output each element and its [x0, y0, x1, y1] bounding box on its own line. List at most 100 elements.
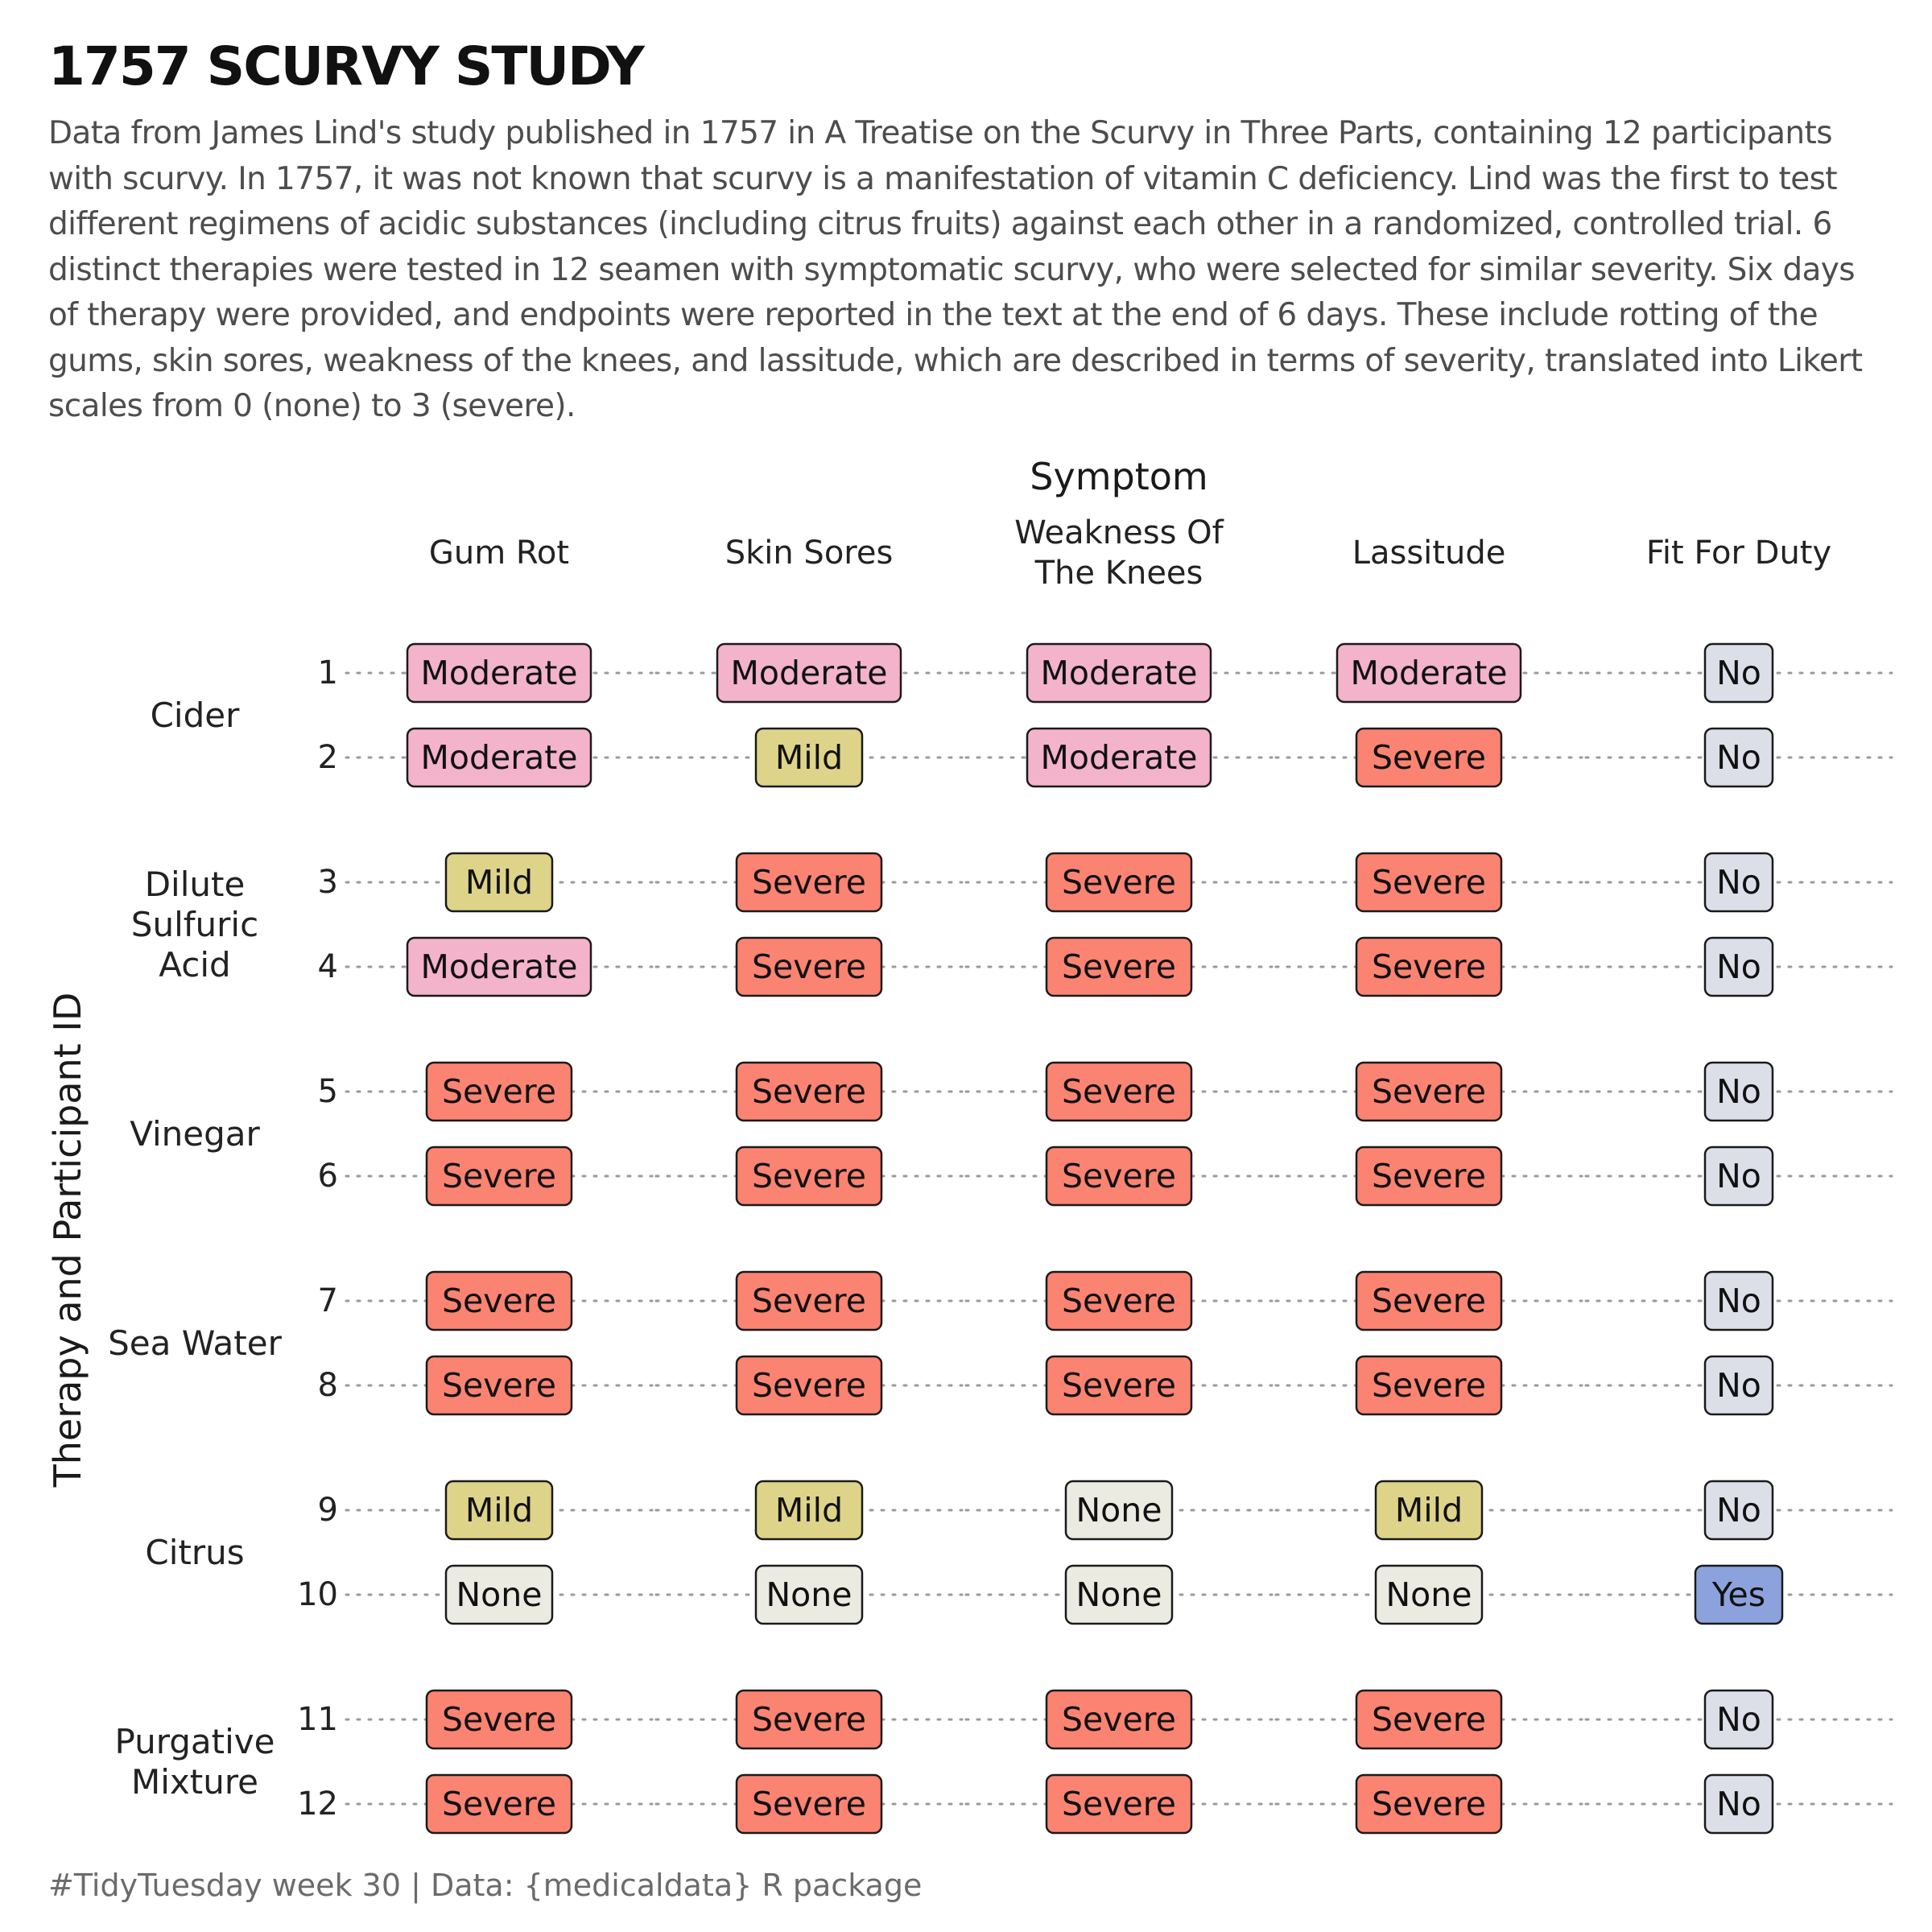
value-box-severe: [1355, 1689, 1503, 1750]
value-label-severe: Severe: [1062, 863, 1176, 902]
value-label-severe: Severe: [752, 1072, 866, 1111]
value-label-no: No: [1716, 738, 1761, 777]
value-label-moderate: Moderate: [421, 654, 578, 692]
participant-id-label: 8: [318, 1367, 338, 1404]
value-box-severe: [425, 1773, 573, 1835]
value-box-moderate: [406, 936, 592, 997]
participant-id-label: 2: [318, 739, 338, 776]
value-box-moderate: [1026, 642, 1212, 704]
value-label-severe: Severe: [752, 1785, 866, 1823]
value-box-severe: [735, 1061, 883, 1122]
value-box-severe: [735, 1355, 883, 1416]
value-label-severe: Severe: [1062, 1366, 1176, 1405]
value-label-severe: Severe: [442, 1157, 556, 1195]
value-label-severe: Severe: [1372, 1157, 1486, 1195]
value-box-mild: [444, 852, 554, 913]
value-box-moderate: [1026, 727, 1212, 788]
value-box-none: [1374, 1564, 1484, 1625]
value-label-severe: Severe: [1062, 1072, 1176, 1111]
value-box-severe: [1045, 1061, 1193, 1122]
value-label-moderate: Moderate: [421, 738, 578, 777]
value-box-severe: [735, 936, 883, 997]
value-box-mild: [1374, 1480, 1484, 1541]
value-box-moderate: [1335, 642, 1522, 704]
therapy-group-label: Citrus: [145, 1533, 244, 1572]
value-label-severe: Severe: [442, 1785, 556, 1823]
column-header-gum-rot: Gum Rot: [429, 535, 569, 572]
value-label-severe: Severe: [1062, 1282, 1176, 1320]
value-label-severe: Severe: [752, 1366, 866, 1405]
value-label-none: None: [1386, 1575, 1472, 1614]
therapy-group-label: Mixture: [131, 1762, 258, 1802]
value-box-mild: [754, 1480, 864, 1541]
value-label-moderate: Moderate: [731, 654, 888, 692]
value-box-no: [1703, 1480, 1774, 1541]
column-header-weakness-of-the-knees: Weakness Of: [1014, 514, 1224, 551]
value-box-severe: [1355, 936, 1503, 997]
therapy-group-label: Cider: [151, 696, 240, 735]
value-box-no: [1703, 1061, 1774, 1122]
value-box-moderate: [406, 727, 592, 788]
value-label-no: No: [1716, 1785, 1761, 1823]
value-box-none: [1064, 1480, 1174, 1541]
value-label-moderate: Moderate: [1351, 654, 1508, 692]
value-label-severe: Severe: [442, 1282, 556, 1320]
value-label-moderate: Moderate: [1041, 738, 1198, 777]
value-box-severe: [1355, 1773, 1503, 1835]
value-box-severe: [1355, 852, 1503, 913]
value-label-severe: Severe: [752, 863, 866, 902]
value-box-severe: [735, 1270, 883, 1331]
value-box-severe: [1045, 936, 1193, 997]
value-label-severe: Severe: [1372, 1700, 1486, 1739]
value-label-mild: Mild: [465, 863, 533, 902]
value-label-none: None: [1076, 1575, 1162, 1614]
value-box-severe: [735, 1689, 883, 1750]
value-box-mild: [444, 1480, 554, 1541]
value-label-severe: Severe: [442, 1366, 556, 1405]
value-box-none: [444, 1564, 554, 1625]
value-box-severe: [1045, 852, 1193, 913]
value-box-no: [1703, 852, 1774, 913]
value-label-no: No: [1716, 654, 1761, 692]
column-header-skin-sores: Skin Sores: [725, 535, 894, 572]
participant-id-label: 3: [318, 864, 338, 901]
value-label-mild: Mild: [775, 1491, 843, 1530]
column-header-fit-for-duty: Fit For Duty: [1646, 535, 1831, 572]
value-label-mild: Mild: [465, 1491, 533, 1530]
participant-id-label: 1: [318, 654, 338, 691]
participant-id-label: 5: [318, 1073, 338, 1110]
value-box-no: [1703, 1270, 1774, 1331]
value-label-severe: Severe: [1372, 947, 1486, 986]
value-box-severe: [425, 1355, 573, 1416]
therapy-group-label: Sulfuric: [131, 905, 258, 944]
therapy-group-label: Vinegar: [130, 1114, 260, 1154]
value-box-moderate: [716, 642, 902, 704]
therapy-group-label: Dilute: [145, 865, 246, 904]
value-label-severe: Severe: [752, 947, 866, 986]
value-label-severe: Severe: [1062, 1785, 1176, 1823]
value-label-severe: Severe: [1062, 1157, 1176, 1195]
value-box-severe: [1355, 1355, 1503, 1416]
value-label-no: No: [1716, 1282, 1761, 1320]
value-label-mild: Mild: [1395, 1491, 1463, 1530]
value-box-no: [1703, 642, 1774, 704]
value-box-mild: [754, 727, 864, 788]
therapy-group-label: Acid: [159, 945, 230, 985]
value-box-severe: [1355, 727, 1503, 788]
value-label-severe: Severe: [752, 1282, 866, 1320]
therapy-group-label: Purgative: [115, 1722, 275, 1761]
value-box-no: [1703, 1355, 1774, 1416]
value-box-severe: [425, 1270, 573, 1331]
chart-caption: #TidyTuesday week 30 | Data: {medicaldat…: [48, 1868, 923, 1903]
value-label-no: No: [1716, 947, 1761, 986]
value-box-severe: [735, 852, 883, 913]
value-box-severe: [425, 1061, 573, 1122]
column-header-lassitude: Lassitude: [1352, 535, 1506, 572]
value-label-no: No: [1716, 1072, 1761, 1111]
value-box-no: [1703, 936, 1774, 997]
value-label-yes: Yes: [1711, 1575, 1765, 1614]
value-label-severe: Severe: [1062, 1700, 1176, 1739]
value-box-severe: [1355, 1270, 1503, 1331]
value-label-moderate: Moderate: [1041, 654, 1198, 692]
